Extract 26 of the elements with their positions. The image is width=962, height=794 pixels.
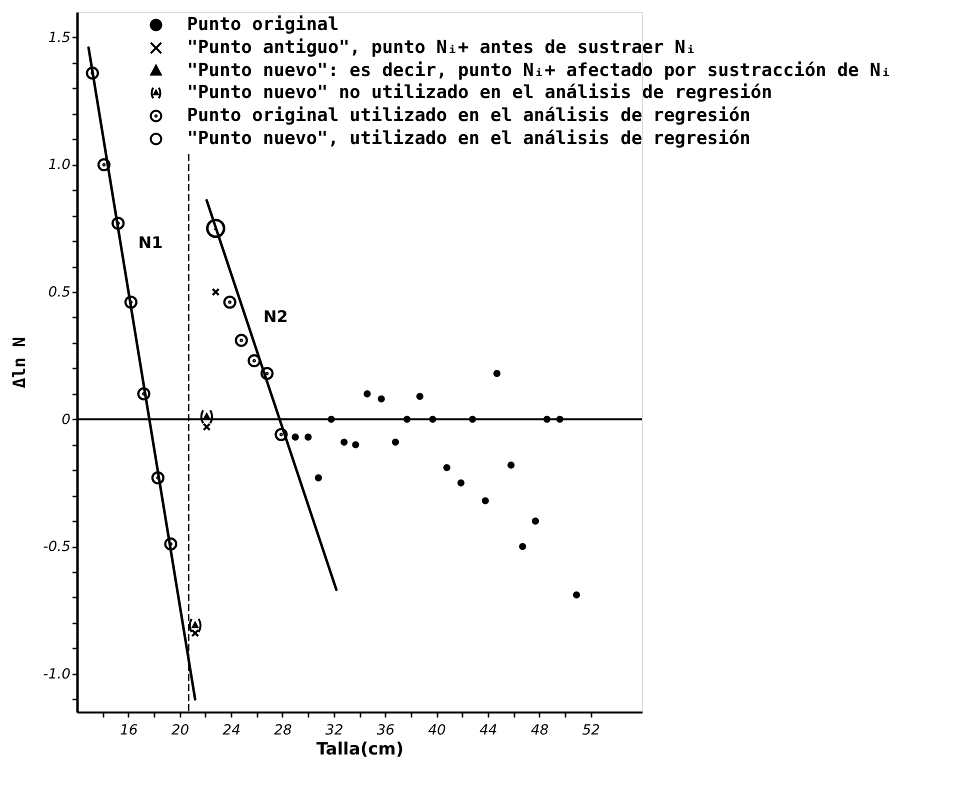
- x-tick-label: 20: [171, 722, 190, 738]
- y-tick-label: -1.0: [43, 666, 71, 682]
- legend-label: Punto original: [187, 14, 339, 35]
- y-axis-title: Δln N: [10, 336, 30, 388]
- x-tick-label: 44: [479, 722, 498, 738]
- series-label: N1: [138, 233, 163, 252]
- y-tick-label: 0: [62, 412, 71, 428]
- y-tick-label: 0.5: [48, 284, 71, 300]
- x-tick-label: 52: [582, 722, 600, 738]
- y-tick-label: 1.5: [48, 30, 71, 46]
- series-label: N2: [263, 307, 288, 326]
- legend-label: Punto original utilizado en el análisis de regresión: [187, 105, 751, 126]
- x-tick-label: 24: [222, 722, 241, 738]
- x-tick-label: 40: [428, 722, 446, 738]
- legend-label: "Punto nuevo", utilizado en el análisis de regresión: [187, 128, 751, 149]
- legend-label: "Punto nuevo": es decir, punto Nᵢ+ afectado por sustracción de Nᵢ: [187, 60, 892, 81]
- y-tick-label: -0.5: [43, 539, 71, 556]
- legend-label: "Punto antiguo", punto Nᵢ+ antes de sustraer Nᵢ: [187, 37, 696, 58]
- y-tick-label: 1.0: [48, 157, 71, 174]
- x-tick-label: 32: [325, 722, 344, 738]
- x-tick-label: 28: [274, 722, 292, 738]
- x-tick-label: 48: [530, 722, 549, 738]
- legend-label: "Punto nuevo" no utilizado en el análisis de regresión: [187, 82, 772, 103]
- x-tick-label: 16: [120, 722, 138, 738]
- x-tick-label: 36: [376, 722, 395, 738]
- x-axis-title: Talla(cm): [316, 740, 404, 760]
